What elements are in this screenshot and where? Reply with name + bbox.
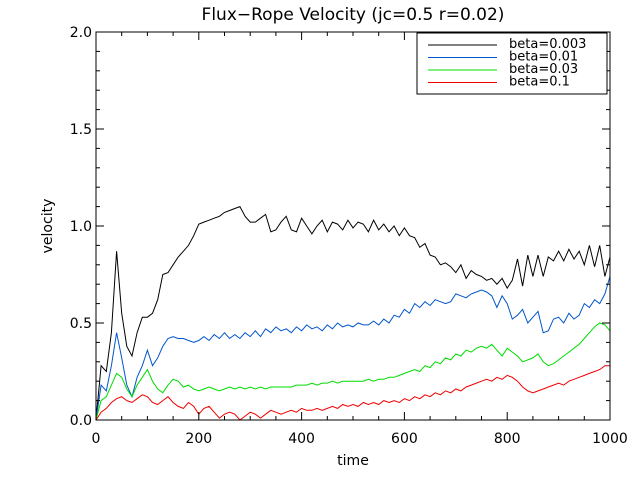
y-tick-label: 2.0: [70, 25, 92, 41]
legend-label-3: beta=0.1: [509, 75, 570, 90]
legend-label-0: beta=0.003: [509, 37, 586, 52]
x-tick-label: 800: [494, 431, 521, 447]
legend-label-1: beta=0.01: [509, 50, 578, 65]
x-tick-label: 400: [288, 431, 315, 447]
series-layer: [95, 205, 611, 421]
y-tick-label: 1.5: [70, 122, 92, 138]
x-axis-label: time: [337, 453, 369, 469]
series-line-3: [95, 365, 610, 421]
x-tick-label: 0: [92, 431, 101, 447]
legend-box: [416, 32, 608, 95]
y-tick-label: 0.5: [70, 316, 92, 332]
series-line-2: [95, 322, 611, 421]
y-tick-label: 1.0: [70, 219, 92, 235]
ticks-layer: 0 200 400 600 800 1000 0.0 0.5 1.0 1.5 2.0: [70, 25, 628, 447]
series-line-1: [95, 276, 611, 421]
y-tick-label: 0.0: [70, 413, 92, 429]
legend-label-2: beta=0.03: [509, 62, 578, 77]
y-axis-label: velocity: [40, 199, 56, 254]
series-line-0: [95, 205, 611, 421]
x-tick-label: 600: [391, 431, 418, 447]
chart-title: Flux−Rope Velocity (jc=0.5 r=0.02): [202, 5, 505, 25]
x-tick-label: 1000: [592, 431, 628, 447]
x-tick-label: 200: [185, 431, 212, 447]
